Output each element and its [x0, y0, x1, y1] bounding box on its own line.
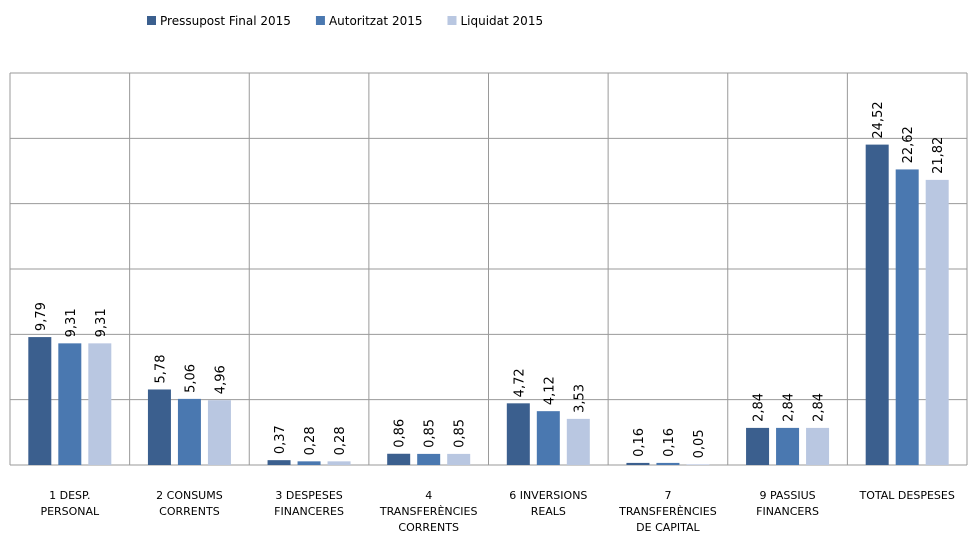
value-label: 22,62 [901, 126, 916, 163]
value-label: 0,86 [393, 419, 408, 448]
bar [207, 400, 231, 465]
legend-label: Autoritzat 2015 [329, 14, 423, 28]
value-label: 4,12 [542, 376, 557, 405]
x-tick-label: 3 DESPESES FINANCERES [274, 489, 344, 518]
bar [58, 343, 82, 465]
bar [566, 418, 590, 465]
x-tick-label: 9 PASSIUS FINANCERS [756, 489, 819, 518]
x-tick-label: 6 INVERSIONS REALS [509, 489, 587, 518]
value-label: 2,84 [782, 393, 797, 422]
value-label: 9,31 [64, 308, 79, 337]
bar [626, 462, 650, 465]
bar [177, 398, 201, 465]
legend-swatch [147, 16, 156, 25]
bar [147, 389, 171, 465]
x-tick-label: 2 CONSUMS CORRENTS [156, 489, 223, 518]
value-label: 24,52 [871, 101, 886, 138]
bar [925, 179, 949, 466]
x-tick-label: 1 DESP. PERSONAL [40, 489, 100, 518]
legend-swatch [315, 16, 325, 25]
bar [88, 343, 112, 465]
bar [895, 169, 919, 465]
value-label: 4,96 [213, 365, 228, 394]
value-label: 0,28 [303, 426, 318, 455]
bar [806, 427, 830, 465]
bar [776, 427, 800, 465]
value-label: 3,53 [572, 384, 587, 413]
bar [656, 462, 680, 465]
value-label: 0,16 [632, 428, 647, 457]
bar [417, 453, 441, 465]
legend-label: Liquidat 2015 [460, 14, 543, 28]
value-label: 2,84 [812, 393, 827, 422]
bar [506, 403, 530, 465]
bar [387, 453, 411, 465]
value-label: 0,37 [273, 425, 288, 454]
bar [447, 453, 471, 465]
value-label: 4,72 [512, 368, 527, 397]
bar [536, 411, 560, 465]
value-label: 0,05 [692, 429, 707, 458]
value-label: 5,06 [183, 364, 198, 393]
value-label: 21,82 [931, 137, 946, 174]
legend-swatch [447, 16, 457, 25]
bar [746, 427, 770, 465]
x-tick-label: 4 TRANSFERÈNCIES CORRENTS [379, 489, 478, 534]
value-label: 5,78 [153, 355, 168, 384]
bar [267, 460, 291, 465]
bar [327, 461, 351, 465]
value-label: 0,85 [453, 419, 468, 448]
value-label: 9,79 [34, 302, 49, 331]
bar [297, 461, 321, 465]
value-label: 9,31 [94, 308, 109, 337]
bar [865, 144, 889, 465]
x-tick-label: 7 TRANSFERÈNCIES DE CAPITAL [618, 489, 717, 534]
value-label: 0,28 [333, 426, 348, 455]
bar [686, 464, 710, 465]
x-tick-label: TOTAL DESPESES [859, 489, 955, 502]
value-label: 2,84 [752, 393, 767, 422]
value-label: 0,85 [423, 419, 438, 448]
bar [28, 337, 52, 465]
value-label: 0,16 [662, 428, 677, 457]
legend-label: Pressupost Final 2015 [160, 14, 291, 28]
